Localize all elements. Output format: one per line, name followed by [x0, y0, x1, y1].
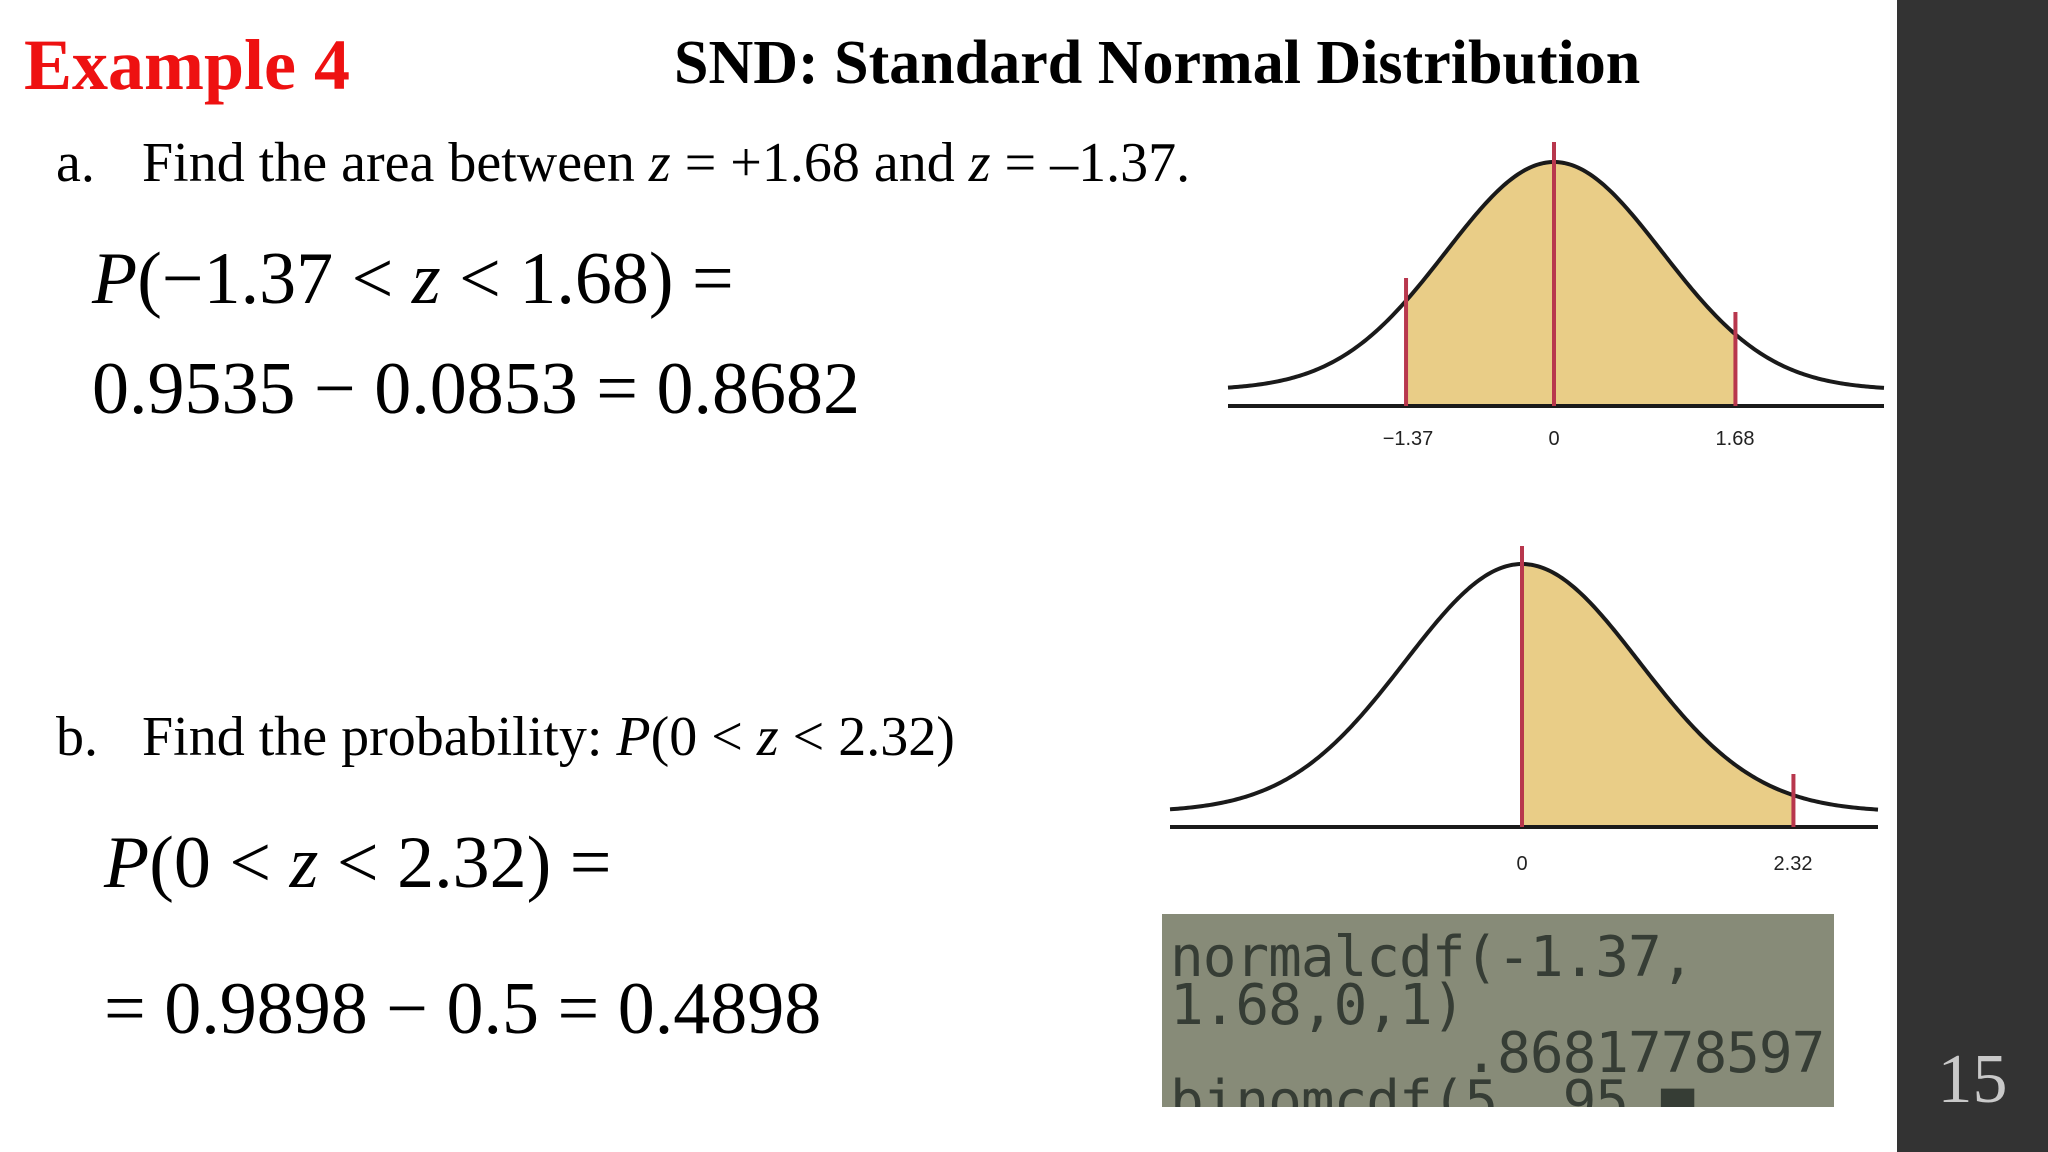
- tick-label-b: 2.32: [1774, 853, 1813, 875]
- z-var: z: [756, 706, 779, 768]
- normal-curve-diagram-a: −1.37 0 1.68: [1227, 142, 1885, 450]
- z-var: z: [411, 238, 441, 320]
- z-var: z: [648, 132, 671, 194]
- calculator-line: 1.68,0,1): [1170, 973, 1465, 1038]
- question-b-text: (0 <: [650, 706, 757, 768]
- p-var: P: [616, 706, 651, 768]
- question-b-text: Find the probability:: [142, 706, 617, 768]
- eq-text: < 2.32) =: [318, 822, 612, 904]
- question-a-text: = +1.68 and: [670, 132, 969, 194]
- shaded-area-a: [1406, 162, 1736, 404]
- question-a-label: a.: [56, 132, 95, 194]
- question-a-text: Find the area between: [142, 132, 649, 194]
- eq-text: (−1.37 <: [137, 238, 412, 320]
- question-b-label: b.: [56, 706, 98, 768]
- calculator-result: .8681778597: [1170, 1021, 1825, 1086]
- slide-sidebar: [1897, 0, 2048, 1152]
- question-a: a. Find the area between z = +1.68 and z …: [56, 128, 1190, 198]
- equation-b-1: P(0 < z < 2.32) =: [104, 820, 612, 906]
- p-var: P: [104, 822, 150, 904]
- tick-label-b: 0: [1516, 853, 1527, 875]
- calculator-line: binomcdf(5,.95,■: [1170, 1069, 1694, 1108]
- question-b: b. Find the probability: P(0 < z < 2.32): [56, 702, 955, 772]
- tick-label-a: 0: [1548, 428, 1559, 450]
- slide-heading: SND: Standard Normal Distribution: [674, 29, 1641, 97]
- calculator-line: normalcdf(-1.37,: [1170, 925, 1694, 990]
- eq-text: < 1.68) =: [440, 238, 734, 320]
- tick-label-a: 1.68: [1716, 428, 1755, 450]
- question-a-text: = –1.37.: [990, 132, 1191, 194]
- z-var: z: [968, 132, 991, 194]
- question-b-text: < 2.32): [778, 706, 955, 768]
- z-var: z: [289, 822, 319, 904]
- p-var: P: [92, 238, 138, 320]
- page-number: 15: [1937, 1041, 2008, 1118]
- tick-label-a: −1.37: [1383, 428, 1434, 450]
- calculator-screen: normalcdf(-1.37, 1.68,0,1) .8681778597 b…: [1162, 914, 1834, 1107]
- example-title: Example 4: [24, 25, 351, 105]
- equation-a-1: P(−1.37 < z < 1.68) =: [92, 236, 734, 322]
- equation-a-2: 0.9535 − 0.0853 = 0.8682: [92, 348, 860, 430]
- normal-curve-diagram-b: 0 2.32: [1169, 546, 1879, 875]
- equation-b-2: = 0.9898 − 0.5 = 0.4898: [104, 968, 822, 1050]
- shaded-area-b: [1522, 564, 1794, 825]
- eq-text: (0 <: [149, 822, 290, 904]
